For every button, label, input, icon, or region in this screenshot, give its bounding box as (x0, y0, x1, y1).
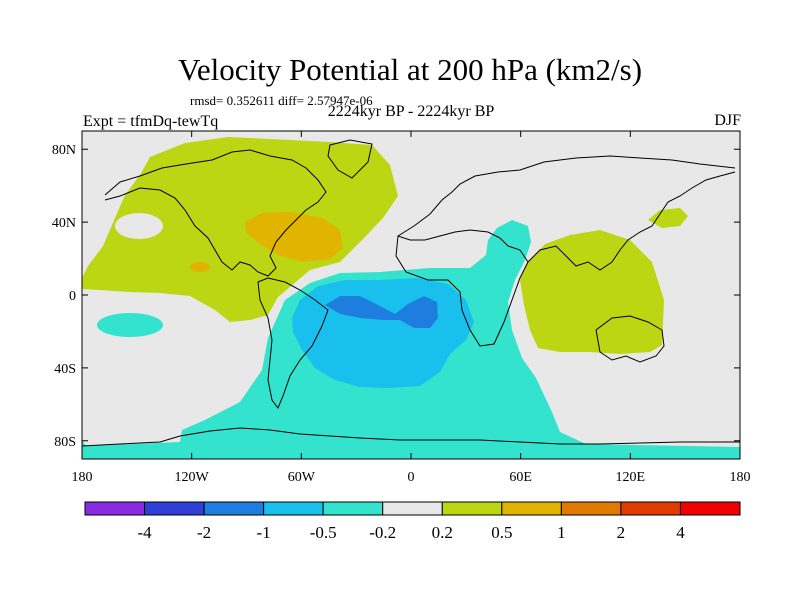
colorbar-swatch (679, 501, 741, 516)
chart-title: Velocity Potential at 200 hPa (km2/s) (177, 52, 643, 87)
colorbar-swatch (322, 501, 384, 516)
y-tick-label: 40N (52, 216, 76, 231)
colorbar-swatch (560, 501, 622, 516)
coastline-australia (595, 315, 665, 363)
x-tick-label: 0 (408, 470, 415, 485)
x-tick-label: 60E (509, 470, 532, 485)
colorbar-label: -0.2 (369, 523, 396, 542)
coastline-asia (527, 171, 736, 271)
colorbar-label: 0.2 (432, 523, 453, 542)
colorbar-swatch (203, 501, 265, 516)
y-tick-label: 40S (54, 362, 76, 377)
period-subtitle: 2224kyr BP - 2224kyr BP (327, 103, 495, 120)
colorbar-label: 4 (676, 523, 685, 542)
x-tick-label: 120E (616, 470, 646, 485)
colorbar-swatch (84, 501, 146, 516)
contour-positive-small-pacific (190, 262, 210, 272)
colorbar-label: 2 (617, 523, 626, 542)
map-axes: 180 120W 60W 0 60E 120E 180 80N 40N 0 40S 80S (52, 131, 751, 485)
colorbar-swatch (441, 501, 503, 516)
colorbar-label: -0.5 (310, 523, 337, 542)
coastline-europe-africa (395, 155, 736, 347)
contour-positive-west-pacific (520, 230, 664, 354)
map-panel (82, 131, 740, 459)
contour-negative-east-pacific (97, 313, 163, 337)
contour-positive-atlantic-max (245, 212, 343, 262)
contour-positive-east-asia (648, 208, 688, 228)
colorbar-swatch (382, 501, 443, 516)
colorbar-swatch (501, 501, 562, 516)
x-tick-label: 60W (288, 470, 316, 485)
colorbar-label: -1 (257, 523, 271, 542)
contour-negative-red-sea (494, 226, 516, 252)
colorbar-label: 1 (557, 523, 566, 542)
colorbar-label: -4 (137, 523, 152, 542)
colorbar-swatch (263, 501, 324, 516)
season-label: DJF (714, 112, 741, 129)
coastline-antarctica (82, 427, 740, 447)
colorbar-label: 0.5 (491, 523, 512, 542)
x-tick-label: 120W (175, 470, 210, 485)
colorbar-swatch (620, 501, 681, 516)
x-tick-label: 180 (730, 470, 751, 485)
y-tick-label: 80N (52, 143, 76, 158)
coastline-north-america (104, 149, 327, 277)
colorbar-swatch (144, 501, 205, 516)
coastline-south-america (257, 277, 329, 409)
contour-gap-north-pacific (115, 213, 163, 239)
x-tick-label: 180 (72, 470, 93, 485)
coastlines (82, 139, 740, 447)
stats-annotation: rmsd= 0.352611 diff= 2.57947e-06 (190, 93, 373, 108)
y-tick-label: 80S (54, 435, 76, 450)
colorbar: -4 -2 -1 -0.5 -0.2 0.2 0.5 1 2 4 (84, 501, 741, 542)
coastline-greenland (327, 139, 373, 179)
y-tick-label: 0 (69, 289, 76, 304)
experiment-label: Expt = tfmDq-tewTq (83, 113, 219, 130)
colorbar-label: -2 (197, 523, 211, 542)
contour-negative-atlantic-min (325, 296, 438, 328)
contour-positive-north-atlantic (82, 137, 398, 322)
